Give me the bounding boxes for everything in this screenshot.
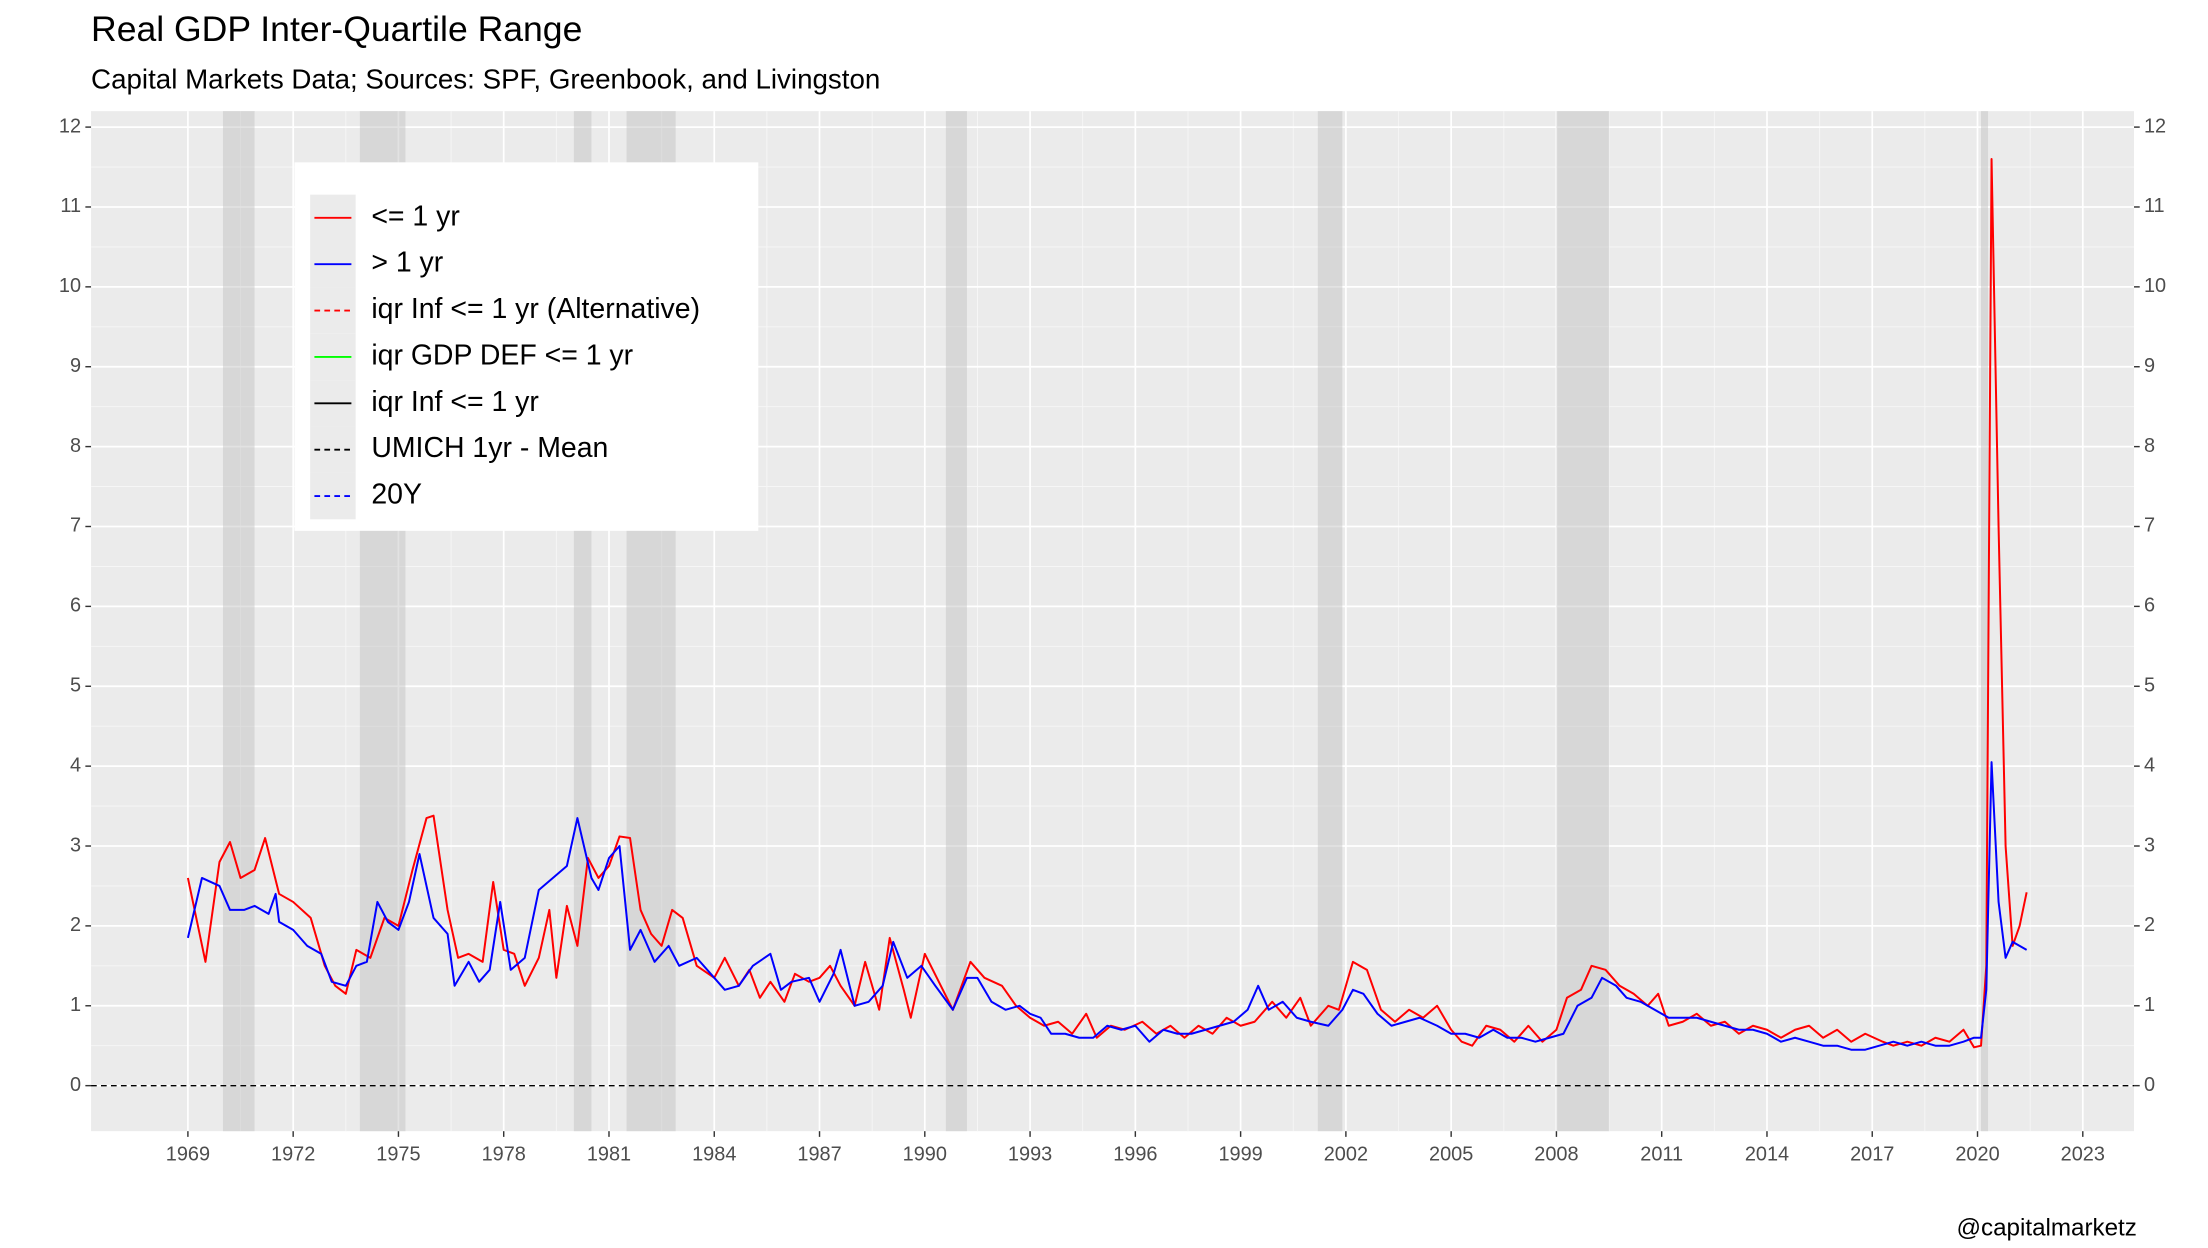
y-tick-label: 0 xyxy=(70,1074,81,1096)
series-line xyxy=(186,158,2028,1049)
x-tick-label: 1996 xyxy=(1113,1144,1157,1166)
chart-title: Real GDP Inter-Quartile Range xyxy=(91,9,582,49)
recession-band xyxy=(1981,111,1989,1132)
y2-tick-label: 0 xyxy=(2144,1074,2155,1096)
recession-band xyxy=(945,111,967,1132)
legend-label: 20Y xyxy=(371,479,422,511)
y-tick-label: 9 xyxy=(70,355,81,377)
y-tick-label: 10 xyxy=(59,275,81,297)
x-tick-label: 2023 xyxy=(2061,1144,2105,1166)
y2-tick-label: 2 xyxy=(2144,914,2155,936)
y-tick-label: 2 xyxy=(70,914,81,936)
legend-box xyxy=(294,162,759,531)
legend-label: iqr Inf <= 1 yr xyxy=(371,386,539,418)
x-tick-label: 2011 xyxy=(1640,1144,1683,1166)
x-tick-label: 2017 xyxy=(1850,1144,1894,1166)
chart-subtitle: Capital Markets Data; Sources: SPF, Gree… xyxy=(91,64,880,95)
y-tick-label: 8 xyxy=(70,435,81,457)
y2-tick-label: 6 xyxy=(2144,595,2155,617)
y2-tick-label: 3 xyxy=(2144,834,2155,856)
x-tick-label: 1978 xyxy=(482,1144,526,1166)
x-tick-label: 2002 xyxy=(1324,1144,1368,1166)
legend-label: <= 1 yr xyxy=(371,200,460,232)
y2-tick-label: 1 xyxy=(2144,994,2155,1016)
x-tick-label: 2005 xyxy=(1429,1144,1473,1166)
x-tick-label: 1999 xyxy=(1218,1144,1262,1166)
caption: @capitalmarketz xyxy=(1956,1215,2136,1242)
y-tick-label: 4 xyxy=(70,754,81,776)
y2-tick-label: 12 xyxy=(2144,115,2166,137)
y-tick-label: 7 xyxy=(70,515,81,537)
y-tick-label: 11 xyxy=(60,195,81,217)
y2-tick-label: 5 xyxy=(2144,675,2155,697)
y2-tick-label: 11 xyxy=(2144,195,2165,217)
y2-tick-label: 10 xyxy=(2144,275,2166,297)
y2-tick-label: 7 xyxy=(2144,515,2155,537)
y2-tick-label: 8 xyxy=(2144,435,2155,457)
y-tick-label: 12 xyxy=(59,115,81,137)
x-tick-label: 1984 xyxy=(692,1144,736,1166)
x-tick-label: 1987 xyxy=(797,1144,841,1166)
recession-band xyxy=(222,111,255,1132)
x-tick-label: 1993 xyxy=(1008,1144,1052,1166)
y-tick-label: 5 xyxy=(70,675,81,697)
x-tick-label: 2014 xyxy=(1745,1144,1789,1166)
recession-band xyxy=(1317,111,1343,1132)
x-tick-label: 2020 xyxy=(1955,1144,1999,1166)
y-tick-label: 3 xyxy=(70,834,81,856)
legend-label: iqr GDP DEF <= 1 yr xyxy=(371,339,633,371)
legend-label: iqr Inf <= 1 yr (Alternative) xyxy=(371,293,700,325)
series-line xyxy=(186,761,2028,1051)
x-tick-label: 1981 xyxy=(587,1144,631,1166)
recession-band xyxy=(1556,111,1610,1132)
x-tick-label: 1990 xyxy=(903,1144,947,1166)
x-tick-label: 1975 xyxy=(376,1144,420,1166)
y-tick-label: 6 xyxy=(70,595,81,617)
y2-tick-label: 9 xyxy=(2144,355,2155,377)
legend-label: UMICH 1yr - Mean xyxy=(371,432,608,464)
y-tick-label: 1 xyxy=(70,994,81,1016)
x-tick-label: 2008 xyxy=(1534,1144,1578,1166)
x-tick-label: 1969 xyxy=(166,1144,210,1166)
y2-tick-label: 4 xyxy=(2144,754,2155,776)
x-tick-label: 1972 xyxy=(271,1144,315,1166)
legend-label: > 1 yr xyxy=(371,247,443,279)
